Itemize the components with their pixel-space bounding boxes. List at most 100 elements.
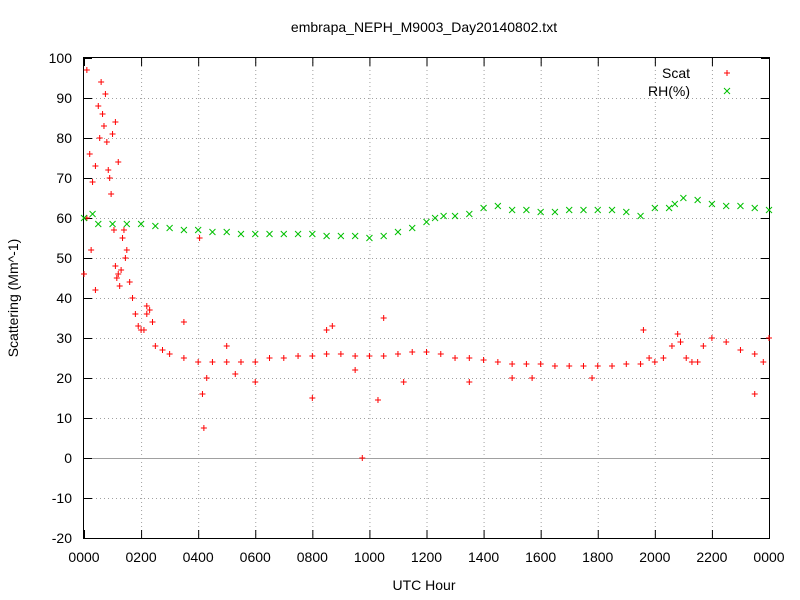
scat-point [113, 275, 120, 281]
scat-point [309, 395, 316, 401]
legend-marker-scat [724, 70, 730, 76]
scat-point [366, 353, 373, 359]
scat-point [180, 319, 187, 325]
rh-point [94, 220, 102, 228]
chart-title: embrapa_NEPH_M9003_Day20140802.txt [291, 19, 557, 35]
scat-point [323, 327, 330, 333]
scat-point [683, 355, 690, 361]
rh-point [137, 220, 145, 228]
scat-legend-symbol [724, 70, 730, 76]
scat-point [99, 111, 106, 117]
x-tick-label: 0000 [753, 549, 784, 565]
scat-point [480, 357, 487, 363]
axis-ticks: 0000 0200 0400 0600 0800 1000 1200 1400 1600 1800… [49, 50, 785, 565]
scat-point [266, 355, 273, 361]
scat-point [102, 91, 109, 97]
scat-point [209, 359, 216, 365]
scat-point [295, 353, 302, 359]
scat-point [92, 287, 99, 293]
y-axis-label: Scattering (Mm^-1) [5, 239, 21, 358]
scat-point [637, 361, 644, 367]
series-layer [80, 67, 773, 461]
scat-point [708, 335, 715, 341]
rh-point [394, 228, 402, 236]
y-tick-label: 40 [56, 290, 72, 306]
scat-point [400, 379, 407, 385]
scat-point [112, 119, 119, 125]
scat-point [89, 179, 96, 185]
scat-point [152, 343, 159, 349]
rh-point [580, 206, 587, 214]
scat-point [92, 163, 99, 169]
scat-point [394, 351, 401, 357]
scat-point [180, 355, 187, 361]
scat-point [83, 67, 90, 73]
scat-point [452, 355, 459, 361]
rh-point [123, 220, 131, 228]
scat-point [609, 363, 616, 369]
rh-point [594, 206, 602, 214]
rh-point [209, 228, 216, 236]
scat-point [529, 375, 536, 381]
x-tick-label: 1000 [354, 549, 385, 565]
scat-point [352, 367, 359, 373]
scat-point [380, 353, 387, 359]
rh-point [323, 232, 330, 240]
rh-point [622, 208, 630, 216]
scat-point [115, 159, 122, 165]
x-tick-label: 0400 [183, 549, 214, 565]
rh-point [337, 232, 345, 240]
rh-point [637, 212, 644, 220]
scat-point [700, 343, 707, 349]
legend-label-scat: Scat [662, 65, 690, 81]
scat-point [580, 363, 587, 369]
scat-point [223, 359, 230, 365]
rh-point [451, 212, 459, 220]
rh-point [308, 230, 316, 238]
scat-point [98, 79, 105, 85]
y-tick-label: 30 [56, 330, 72, 346]
rh-point [223, 228, 231, 236]
scat-point [640, 327, 647, 333]
scat-point [223, 343, 230, 349]
scat-point [309, 353, 316, 359]
scat-point [159, 347, 166, 353]
scat-point [118, 267, 125, 273]
x-tick-label: 0600 [240, 549, 271, 565]
rh-point [366, 234, 373, 242]
rh-point [280, 230, 288, 238]
scat-point [115, 271, 122, 277]
x-tick-label: 1800 [582, 549, 613, 565]
scat-point [237, 359, 244, 365]
scat-point [126, 279, 133, 285]
rh-point [408, 224, 416, 232]
x-axis-label: UTC Hour [392, 577, 455, 593]
scat-point [760, 359, 767, 365]
scat-point [523, 361, 530, 367]
rh-point [671, 200, 679, 208]
grid-lines [84, 58, 769, 538]
rh-legend-symbol [723, 87, 731, 95]
scat-point [112, 263, 119, 269]
scat-point [203, 375, 210, 381]
scat-point [146, 307, 153, 313]
rh-point [765, 206, 773, 214]
scat-point [509, 375, 516, 381]
scat-point [120, 227, 127, 233]
scat-point [195, 359, 202, 365]
scat-point [380, 315, 387, 321]
scat-point [200, 425, 207, 431]
rh-point [423, 218, 430, 226]
x-tick-label: 0200 [126, 549, 157, 565]
scat-point [694, 359, 701, 365]
rh-point [237, 230, 245, 238]
scat-point [83, 215, 90, 221]
scat-point [232, 371, 239, 377]
rh-point [651, 204, 659, 212]
scat-point [122, 255, 129, 261]
scat-point [537, 361, 544, 367]
rh-point [251, 230, 259, 238]
rh-point [152, 222, 159, 230]
rh-point [694, 196, 701, 204]
